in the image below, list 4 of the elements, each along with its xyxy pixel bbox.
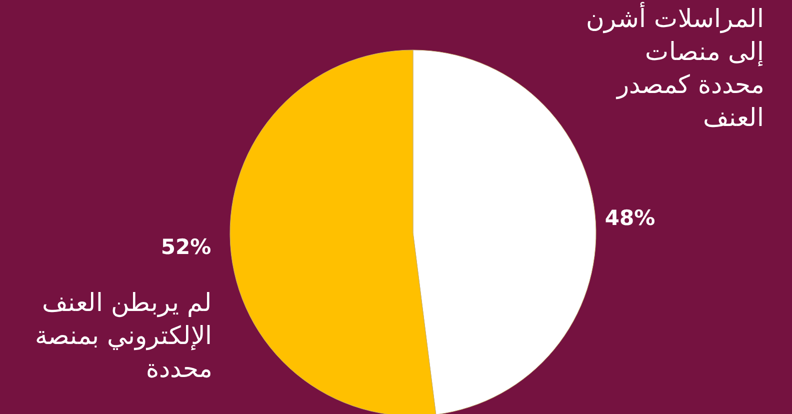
data-label: 52%	[160, 235, 212, 259]
data-label: 48%	[604, 206, 656, 230]
slice-label: المراسلات أشرن إلى منصات محددة كمصدر العنف	[585, 2, 764, 134]
slice-label: لم يربطن العنف الإلكتروني بمنصة محددة	[34, 287, 212, 385]
